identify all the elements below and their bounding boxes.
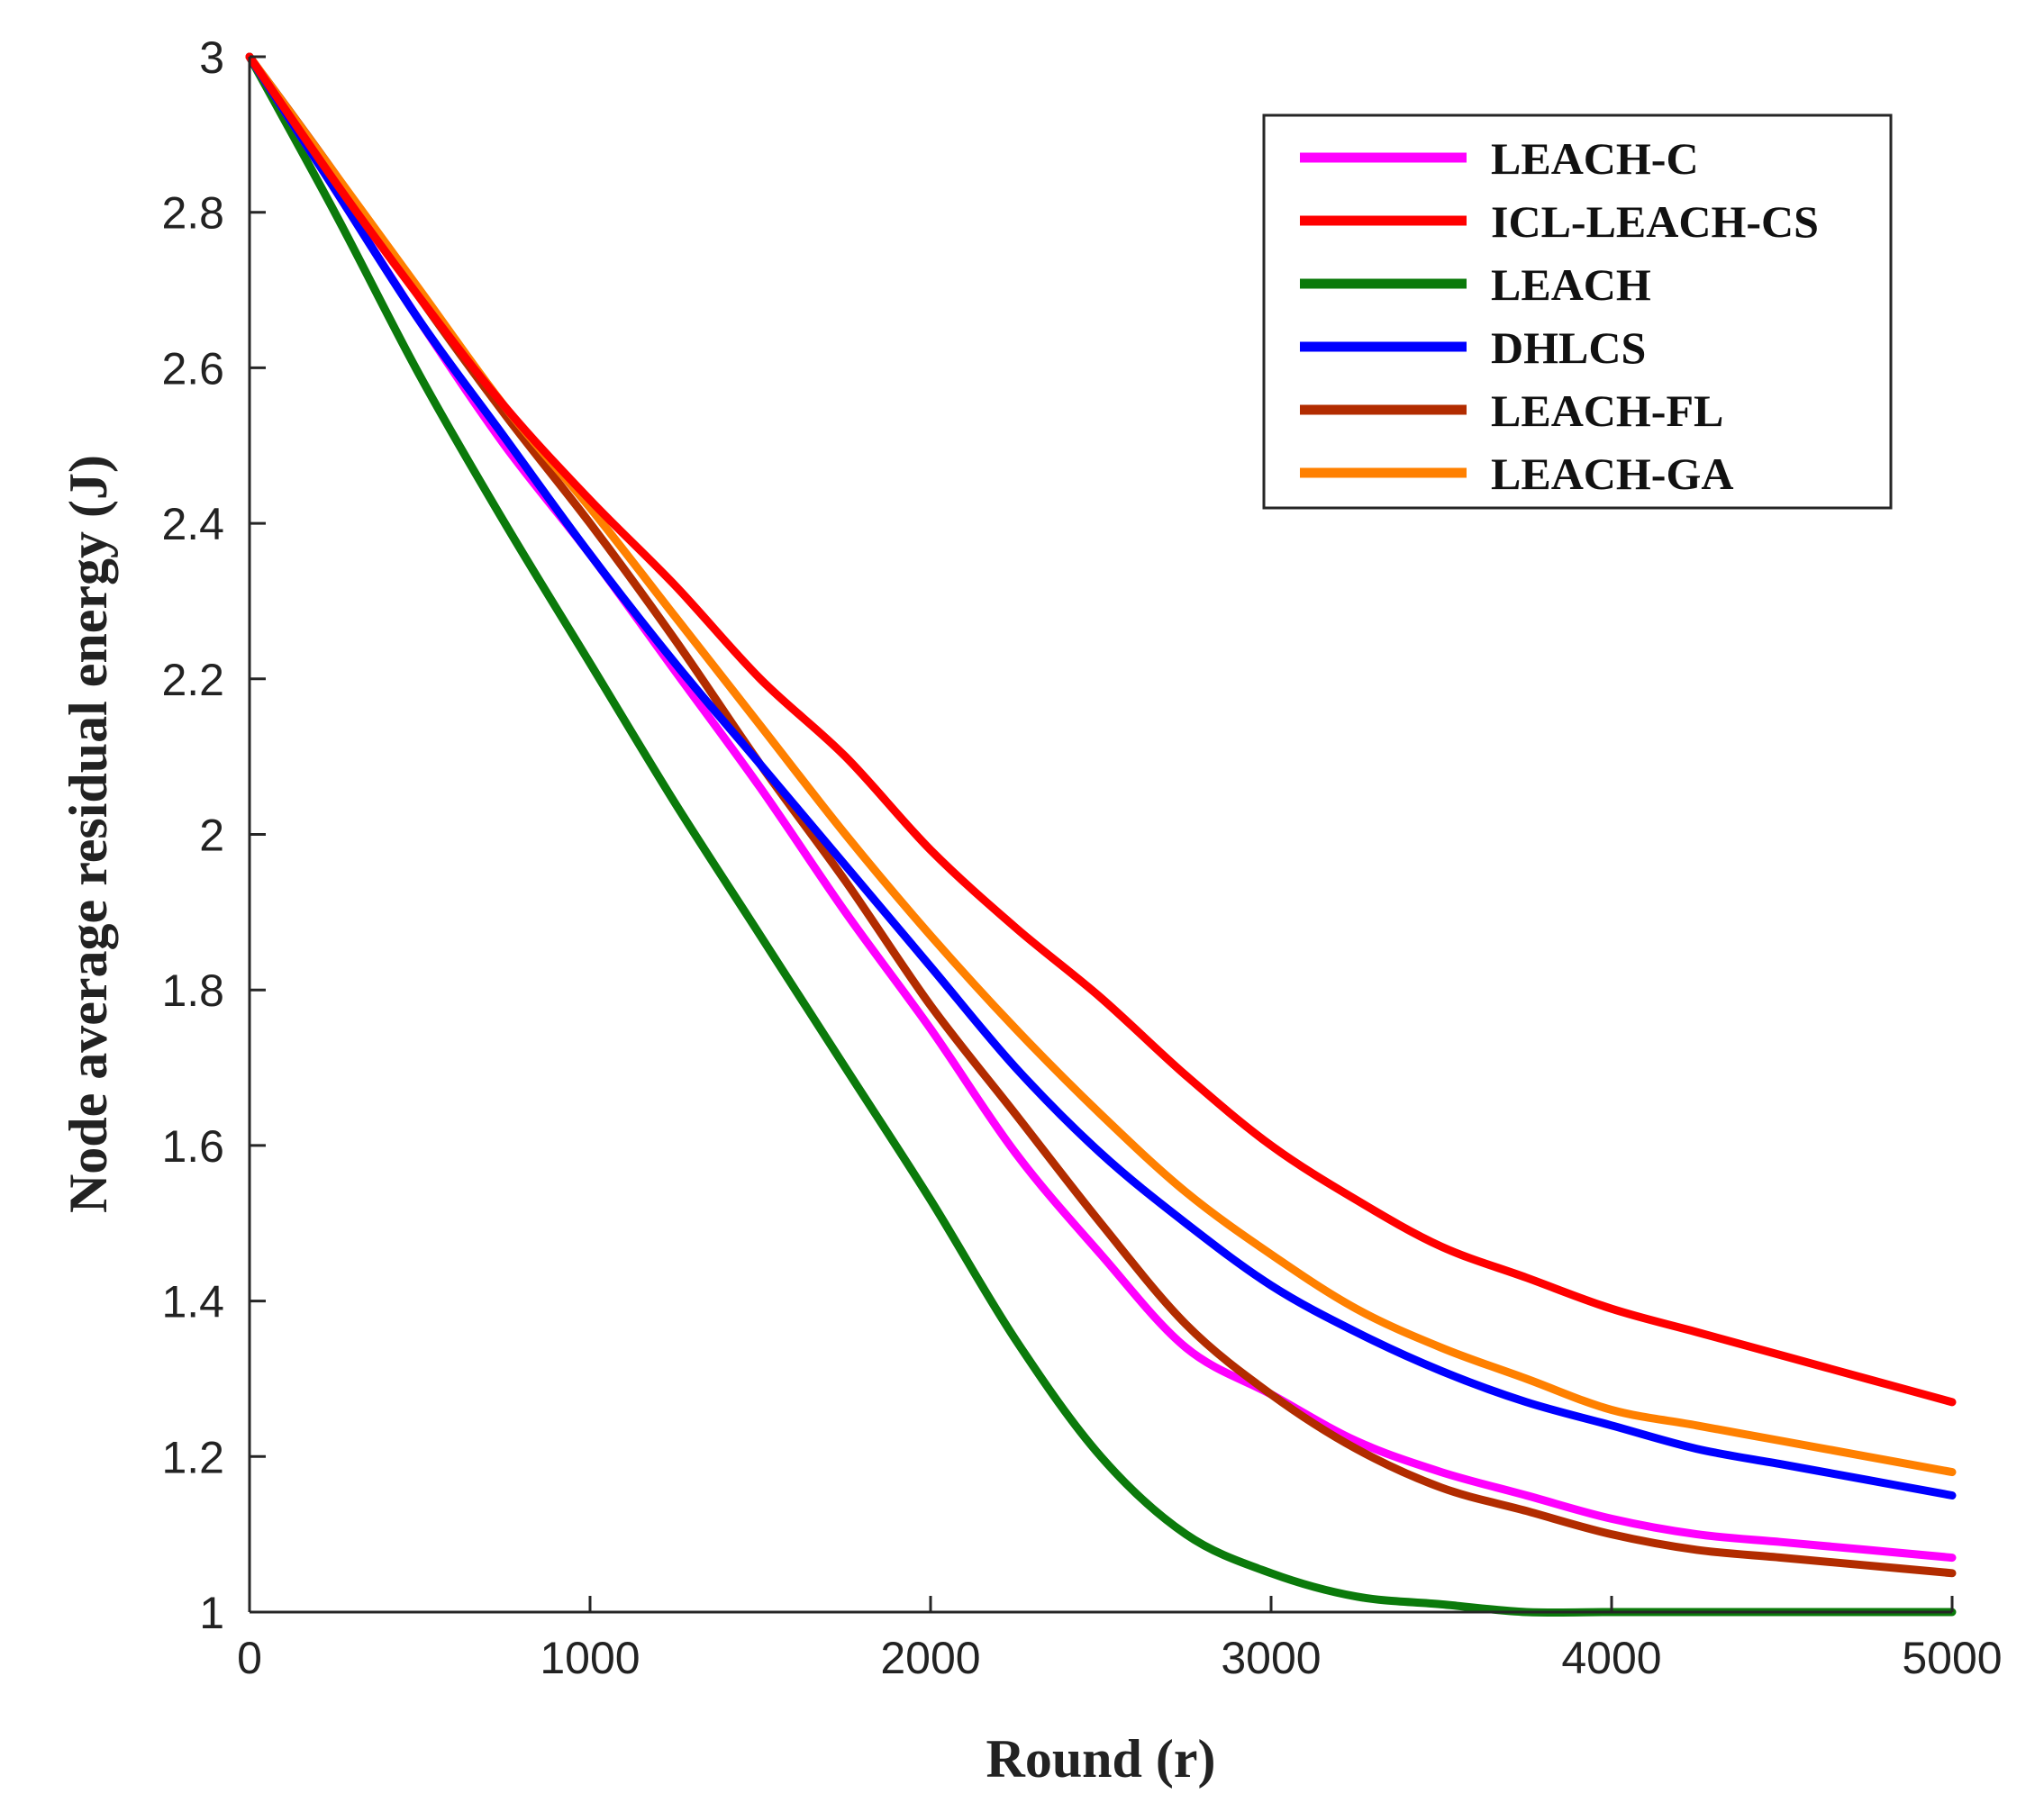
x-tick-label: 0: [237, 1633, 262, 1683]
legend-label-leach-fl: LEACH-FL: [1491, 385, 1723, 436]
x-ticks: 0 1000 2000 3000 4000 5000: [237, 1596, 2003, 1683]
x-tick-label: 3000: [1221, 1633, 1321, 1683]
y-tick-label: 2: [199, 811, 224, 861]
y-tick-label: 2.2: [161, 655, 224, 705]
series-line-leach-fl: [245, 52, 1957, 1578]
legend-label-icl-leach-cs: ICL-LEACH-CS: [1491, 196, 1819, 247]
series-line-dhlcs: [245, 52, 1957, 1499]
x-tick-label: 2000: [880, 1633, 980, 1683]
series-layer: [245, 52, 1957, 1617]
y-tick-label: 3: [199, 32, 224, 83]
legend-label-leach: LEACH: [1491, 259, 1651, 310]
legend-box: [1262, 113, 1893, 510]
legend-label-leach-ga: LEACH-GA: [1491, 448, 1733, 499]
legend: LEACH-C ICL-LEACH-CS LEACH DHLCS LEACH-FL LEA…: [1262, 113, 1893, 510]
y-ticks: 1 1.2 1.4 1.6 1.8 2 2.2 2.4 2.6 2.8 3: [161, 32, 266, 1638]
y-tick-label: 2.8: [161, 188, 224, 239]
y-axis-title: Node average residual energy (J): [59, 455, 118, 1213]
series-line-icl-leach-cs: [245, 52, 1957, 1407]
x-tick-label: 4000: [1561, 1633, 1661, 1683]
legend-items: LEACH-C ICL-LEACH-CS LEACH DHLCS LEACH-FL LEA…: [1300, 133, 1819, 499]
y-tick-label: 1: [199, 1588, 224, 1638]
x-tick-label: 1000: [540, 1633, 640, 1683]
y-tick-label: 2.6: [161, 343, 224, 394]
y-tick-label: 1.6: [161, 1121, 224, 1172]
x-axis-title: Round (r): [986, 1729, 1215, 1789]
y-tick-label: 1.8: [161, 965, 224, 1016]
legend-label-dhlcs: DHLCS: [1491, 322, 1646, 373]
x-tick-label: 5000: [1902, 1633, 2002, 1683]
y-tick-label: 1.2: [161, 1432, 224, 1482]
y-tick-label: 1.4: [161, 1277, 224, 1327]
series-line-leach-c: [245, 52, 1957, 1563]
legend-label-leach-c: LEACH-C: [1491, 133, 1699, 184]
y-tick-label: 2.4: [161, 499, 224, 549]
